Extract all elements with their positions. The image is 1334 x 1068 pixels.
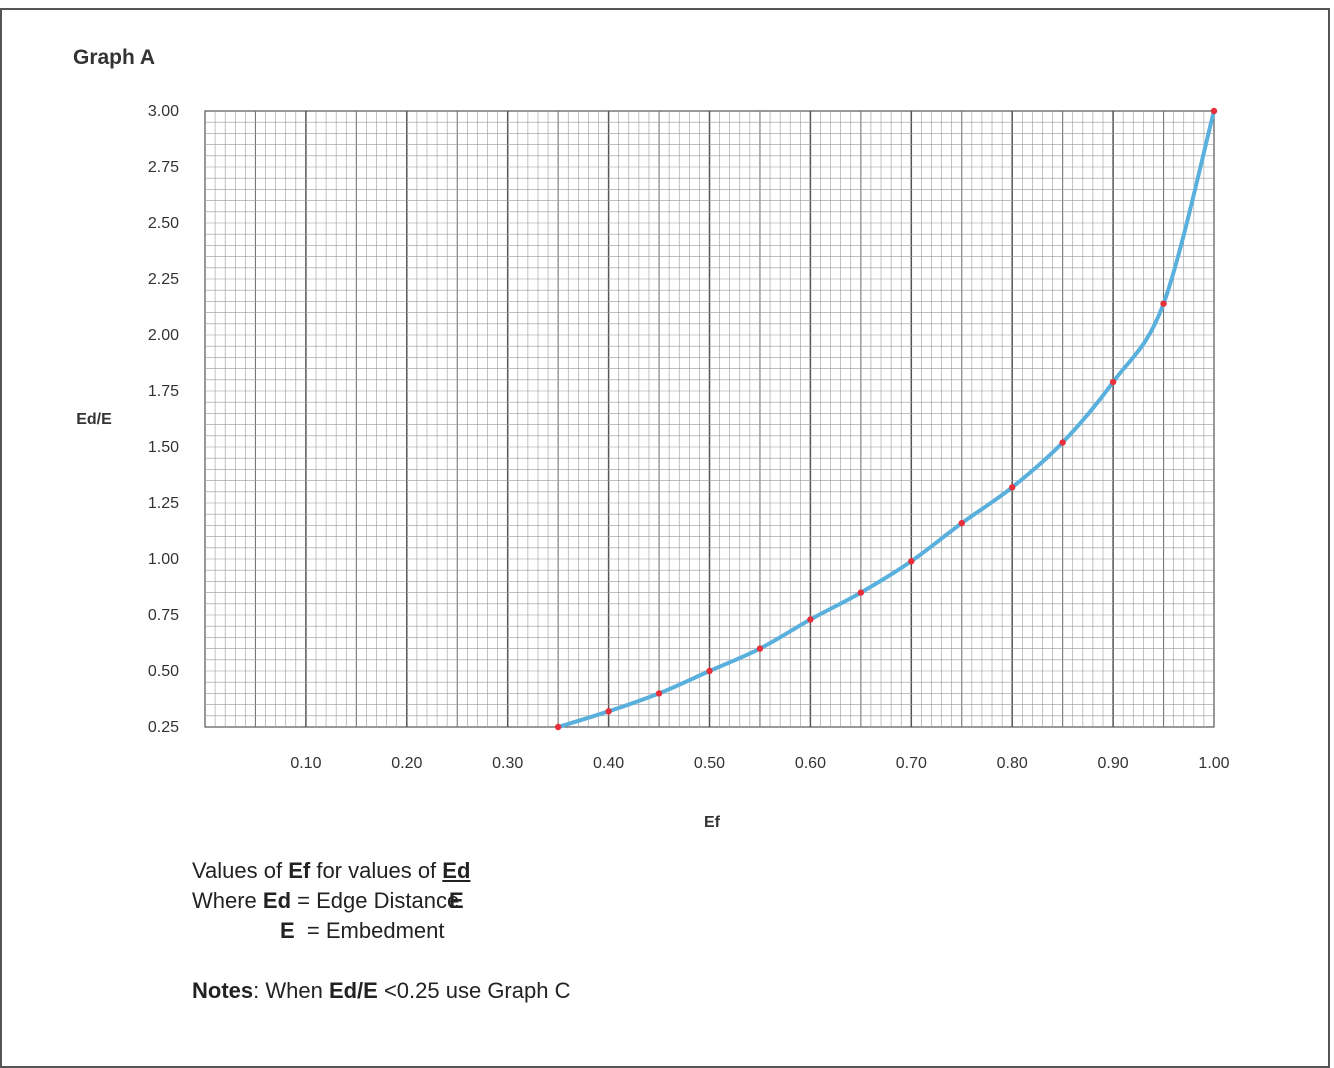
notes-ratio: Ed/E xyxy=(328,978,378,1003)
notes-text: for values of xyxy=(310,858,443,883)
grid xyxy=(204,110,1215,728)
y-axis-label: Ed/E xyxy=(76,411,112,428)
y-tick-label: 1.25 xyxy=(148,495,179,512)
data-point xyxy=(605,708,612,715)
y-tick-label: 1.75 xyxy=(148,383,179,400)
y-tick-label: 0.25 xyxy=(148,719,179,736)
data-point xyxy=(756,645,764,652)
notes-text: = Embedment xyxy=(294,918,445,943)
data-point xyxy=(655,690,663,697)
x-tick-label: 0.40 xyxy=(593,755,624,772)
notes-e: E xyxy=(280,918,295,943)
notes-text: : When xyxy=(253,978,329,1003)
data-point xyxy=(807,616,814,623)
x-tick-label: 0.60 xyxy=(795,755,826,772)
data-point xyxy=(554,723,562,731)
notes-ed: Ed xyxy=(262,888,292,913)
chart-title: Graph A xyxy=(73,46,155,69)
data-point xyxy=(857,589,865,596)
x-tick-label: 0.20 xyxy=(391,755,422,772)
chart: Graph A 0.10 0.20 0.30 0.40 0.50 0.60 0.70 0.80… xyxy=(73,46,1230,831)
y-tick-label: 2.25 xyxy=(148,271,179,288)
notes-label: Notes xyxy=(192,978,254,1003)
y-tick-label: 2.50 xyxy=(148,215,179,232)
notes-text: Where xyxy=(192,888,263,913)
y-tick-label: 0.75 xyxy=(148,607,179,624)
data-point xyxy=(1059,439,1066,446)
notes-line-4: Notes: When Ed/E <0.25 use Graph C xyxy=(192,976,570,1006)
data-point xyxy=(1160,300,1167,307)
data-point xyxy=(958,519,965,527)
notes-ef: Ef xyxy=(288,858,311,883)
notes-block: Values of Ef for values of Ed E Where Ed … xyxy=(192,856,570,1006)
notes-line-2: Where Ed = Edge Distance xyxy=(192,886,570,916)
data-point xyxy=(1109,378,1117,386)
x-tick-label: 0.70 xyxy=(896,755,927,772)
x-tick-label: 0.50 xyxy=(694,755,725,772)
x-tick-label: 0.80 xyxy=(997,755,1028,772)
y-tick-label: 2.00 xyxy=(148,327,179,344)
y-tick-label: 3.00 xyxy=(148,103,179,120)
data-point xyxy=(1009,484,1016,491)
x-tick-label: 1.00 xyxy=(1198,755,1229,772)
data-point xyxy=(1210,107,1218,115)
x-tick-label: 0.10 xyxy=(290,755,321,772)
y-tick-label: 1.50 xyxy=(148,439,179,456)
x-tick-label: 0.90 xyxy=(1098,755,1129,772)
y-tick-label: 1.00 xyxy=(148,551,179,568)
fraction: Ed E xyxy=(442,856,470,916)
y-tick-label: 0.50 xyxy=(148,663,179,680)
data-point xyxy=(908,558,915,565)
notes-line-3: E = Embedment xyxy=(192,916,570,946)
data-point xyxy=(706,667,713,675)
series xyxy=(554,107,1218,731)
fraction-numerator: Ed xyxy=(442,858,471,883)
notes-text: = Edge Distance xyxy=(291,888,460,913)
notes-text: Values of xyxy=(192,858,289,883)
notes-line-1: Values of Ef for values of Ed E xyxy=(192,856,570,916)
fraction-denominator: E xyxy=(449,888,464,913)
x-tick-label: 0.30 xyxy=(492,755,523,772)
y-tick-label: 2.75 xyxy=(148,159,179,176)
notes-text: <0.25 use Graph C xyxy=(377,978,571,1003)
x-axis-label: Ef xyxy=(704,814,721,831)
tick-labels: 0.10 0.20 0.30 0.40 0.50 0.60 0.70 0.80 0.90 1.00… xyxy=(148,103,1230,772)
